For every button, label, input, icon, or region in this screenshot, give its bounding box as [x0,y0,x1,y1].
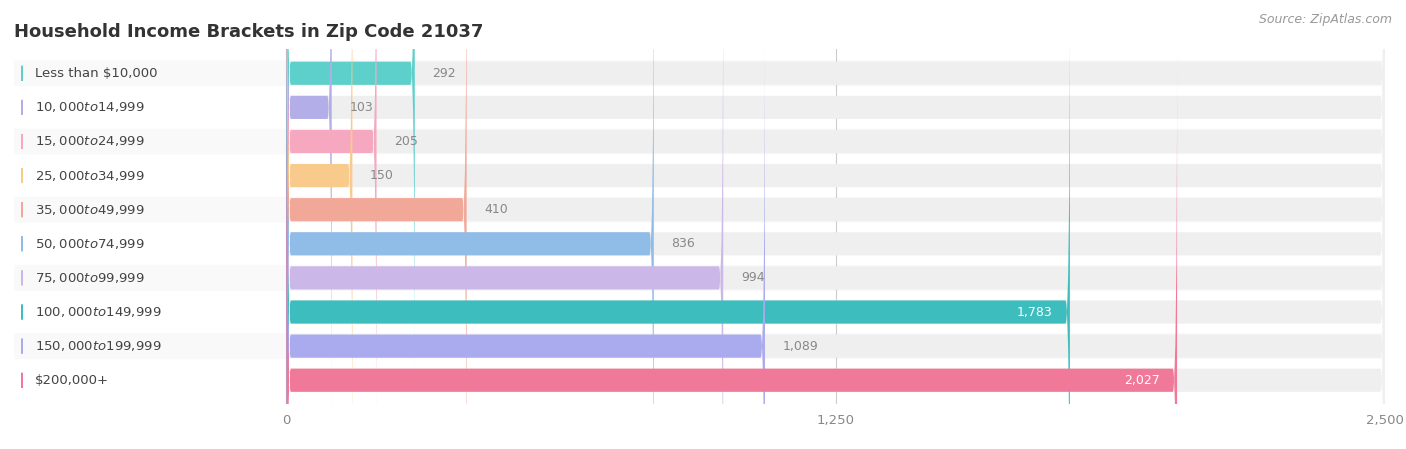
FancyBboxPatch shape [14,367,1385,393]
FancyBboxPatch shape [287,0,353,449]
Text: Less than $10,000: Less than $10,000 [35,67,157,80]
Text: Source: ZipAtlas.com: Source: ZipAtlas.com [1258,13,1392,26]
FancyBboxPatch shape [287,0,1385,403]
Text: $25,000 to $34,999: $25,000 to $34,999 [35,168,145,183]
Text: 994: 994 [741,271,765,284]
FancyBboxPatch shape [287,0,377,449]
FancyBboxPatch shape [14,299,1385,325]
Text: 1,783: 1,783 [1017,305,1052,318]
Text: $50,000 to $74,999: $50,000 to $74,999 [35,237,145,251]
FancyBboxPatch shape [14,333,1385,359]
Text: Household Income Brackets in Zip Code 21037: Household Income Brackets in Zip Code 21… [14,23,484,41]
Text: $35,000 to $49,999: $35,000 to $49,999 [35,202,145,217]
Text: 292: 292 [433,67,456,80]
FancyBboxPatch shape [14,231,1385,257]
Text: $200,000+: $200,000+ [35,374,110,387]
FancyBboxPatch shape [14,163,1385,189]
FancyBboxPatch shape [287,0,1385,449]
FancyBboxPatch shape [287,0,415,403]
FancyBboxPatch shape [287,0,1385,449]
FancyBboxPatch shape [14,60,1385,86]
FancyBboxPatch shape [14,197,1385,223]
FancyBboxPatch shape [287,0,1385,437]
FancyBboxPatch shape [14,265,1385,291]
FancyBboxPatch shape [287,0,1070,449]
Text: $100,000 to $149,999: $100,000 to $149,999 [35,305,162,319]
Text: $75,000 to $99,999: $75,000 to $99,999 [35,271,145,285]
FancyBboxPatch shape [287,51,1385,449]
Text: 205: 205 [394,135,418,148]
Text: 410: 410 [484,203,508,216]
FancyBboxPatch shape [287,0,1385,449]
Text: 150: 150 [370,169,394,182]
Text: 103: 103 [349,101,373,114]
Text: 2,027: 2,027 [1123,374,1160,387]
FancyBboxPatch shape [287,0,1385,449]
Text: 836: 836 [672,238,695,250]
Text: $10,000 to $14,999: $10,000 to $14,999 [35,101,145,114]
Text: $15,000 to $24,999: $15,000 to $24,999 [35,135,145,149]
FancyBboxPatch shape [14,128,1385,154]
FancyBboxPatch shape [287,17,765,449]
FancyBboxPatch shape [14,94,1385,120]
FancyBboxPatch shape [287,0,723,449]
FancyBboxPatch shape [287,0,1385,449]
FancyBboxPatch shape [287,0,654,449]
Text: 1,089: 1,089 [783,339,818,352]
FancyBboxPatch shape [287,0,332,437]
FancyBboxPatch shape [287,17,1385,449]
Text: $150,000 to $199,999: $150,000 to $199,999 [35,339,162,353]
FancyBboxPatch shape [287,51,1177,449]
FancyBboxPatch shape [287,0,467,449]
FancyBboxPatch shape [287,0,1385,449]
